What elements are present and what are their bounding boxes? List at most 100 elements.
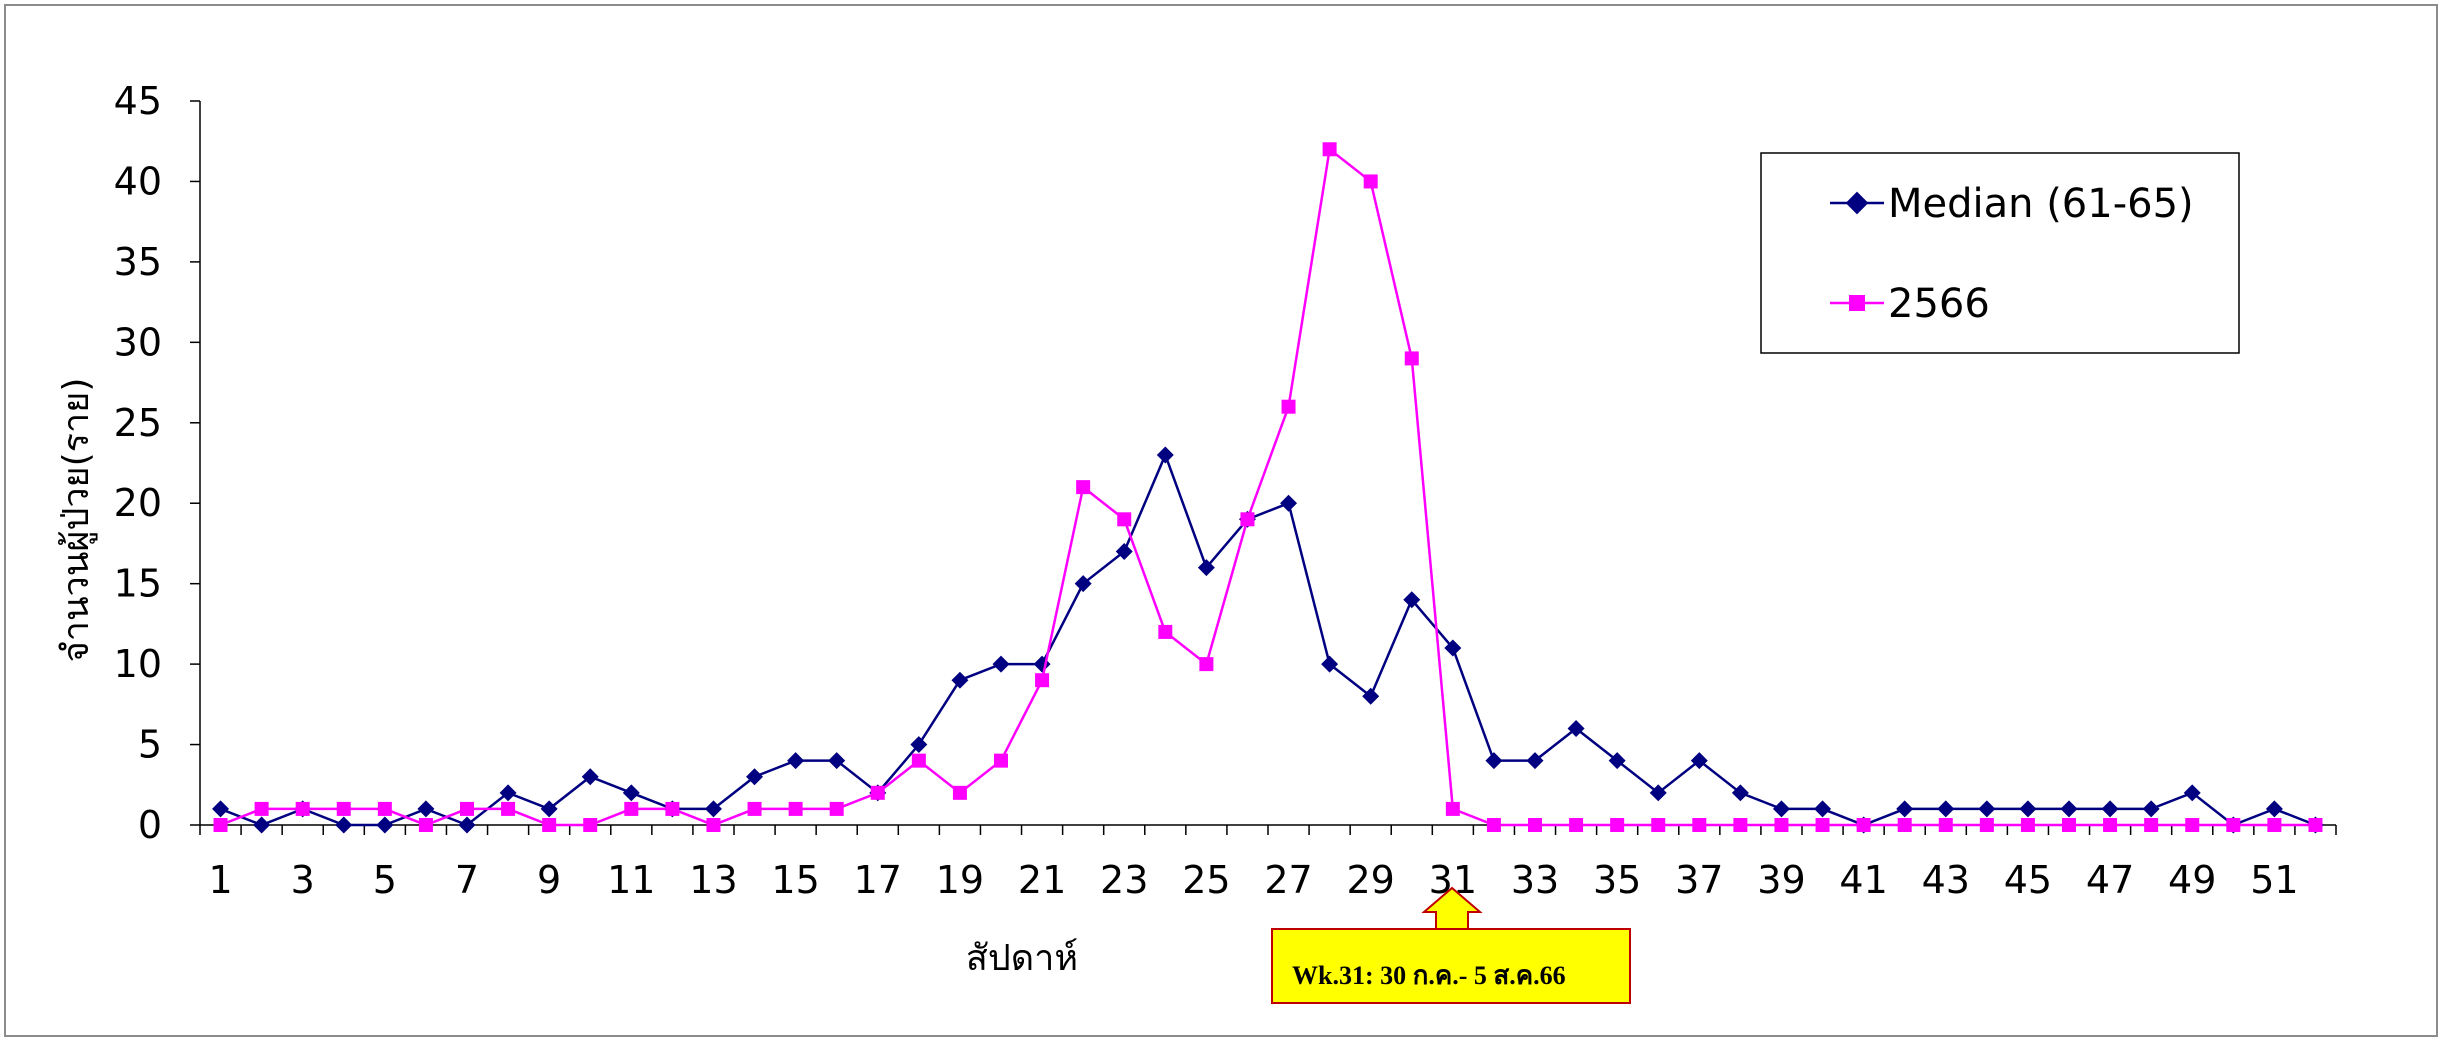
data-point-year-2566 (460, 801, 474, 816)
x-tick-label: 47 (2086, 858, 2134, 902)
x-tick-label: 11 (607, 858, 655, 902)
y-axis: 0 5 10 15 20 25 30 35 40 45 (114, 79, 201, 847)
x-tick-label: 35 (1593, 858, 1641, 902)
data-point-year-2566 (1651, 818, 1666, 832)
data-point-year-2566 (2308, 818, 2323, 832)
data-point-year-2566 (1733, 818, 1748, 832)
x-tick-label: 15 (771, 858, 819, 902)
x-axis-title: สัปดาห์ (966, 938, 1078, 979)
data-point-median (2019, 800, 2037, 818)
data-point-year-2566 (418, 818, 433, 832)
data-point-median (1321, 655, 1339, 673)
data-point-year-2566 (1610, 818, 1625, 832)
data-point-year-2566 (1979, 818, 1994, 832)
data-point-year-2566 (1938, 818, 1953, 832)
legend-marker-2566 (1849, 295, 1865, 311)
data-point-median (1896, 800, 1914, 818)
data-point-year-2566 (1815, 818, 1830, 832)
data-point-year-2566 (213, 818, 228, 832)
data-point-median (828, 752, 846, 770)
y-tick-label: 5 (138, 723, 162, 767)
data-point-year-2566 (2185, 818, 2200, 832)
data-point-median (1690, 752, 1708, 770)
data-point-median (1403, 591, 1421, 609)
x-tick-label: 41 (1839, 858, 1887, 902)
data-point-year-2566 (1076, 480, 1091, 495)
x-tick-label: 49 (2168, 858, 2216, 902)
data-point-median (951, 671, 969, 689)
x-tick-label: 27 (1264, 858, 1312, 902)
y-tick-label: 30 (114, 320, 162, 364)
data-point-year-2566 (1035, 673, 1050, 688)
data-point-median (1526, 752, 1544, 770)
data-point-median (581, 768, 599, 786)
x-tick-label: 1 (208, 858, 232, 902)
data-point-median (1362, 687, 1380, 705)
data-point-median (2060, 800, 2078, 818)
data-point-year-2566 (1199, 657, 1214, 672)
data-point-median (1814, 800, 1832, 818)
y-tick-label: 20 (114, 481, 162, 525)
data-point-year-2566 (1692, 818, 1707, 832)
data-point-median (212, 800, 230, 818)
data-point-year-2566 (911, 753, 926, 768)
data-point-median (1115, 543, 1133, 560)
data-point-year-2566 (1569, 818, 1584, 832)
data-point-median (253, 816, 271, 834)
data-point-year-2566 (747, 801, 762, 816)
x-tick-label: 17 (854, 858, 902, 902)
data-point-median (1608, 752, 1626, 770)
data-point-median (1444, 639, 1462, 657)
data-point-year-2566 (1404, 351, 1419, 366)
data-point-year-2566 (501, 801, 516, 816)
data-point-median (622, 784, 640, 802)
y-tick-label: 40 (114, 159, 162, 203)
data-point-year-2566 (1240, 512, 1255, 527)
data-point-median (1937, 800, 1955, 818)
callout-box (1271, 928, 1631, 1004)
x-tick-label: 21 (1018, 858, 1066, 902)
y-tick-label: 35 (114, 240, 162, 284)
data-point-year-2566 (1445, 801, 1460, 816)
data-point-median (1567, 719, 1585, 737)
data-point-median (1731, 784, 1749, 802)
series-line-year-2566 (220, 146, 2316, 827)
data-point-median (1074, 575, 1092, 593)
data-point-year-2566 (1322, 142, 1337, 157)
data-point-year-2566 (2226, 818, 2241, 832)
data-point-median (746, 768, 764, 786)
data-point-year-2566 (336, 801, 351, 816)
data-point-year-2566 (1158, 624, 1173, 639)
data-point-median (787, 752, 805, 770)
data-point-year-2566 (254, 801, 269, 816)
data-point-median (2183, 784, 2201, 802)
data-point-year-2566 (1774, 818, 1789, 832)
data-point-median (540, 800, 558, 818)
data-point-year-2566 (1117, 512, 1132, 527)
data-point-year-2566 (2267, 818, 2282, 832)
series-median (212, 446, 2324, 834)
y-tick-label: 45 (114, 79, 162, 123)
data-point-year-2566 (1486, 818, 1501, 832)
x-tick-label: 29 (1347, 858, 1395, 902)
data-point-year-2566 (295, 801, 310, 816)
data-point-year-2566 (994, 753, 1008, 768)
data-point-median (2142, 800, 2160, 818)
data-point-year-2566 (2062, 818, 2076, 832)
data-point-year-2566 (2103, 818, 2118, 832)
y-axis-title: จำนวนผู้ป่วย(ราย) (56, 378, 98, 663)
y-tick-label: 15 (114, 562, 162, 606)
y-tick-label: 0 (138, 803, 162, 847)
data-point-median (1280, 494, 1298, 512)
x-tick-label: 19 (936, 858, 984, 902)
x-tick-label: 43 (1922, 858, 1970, 902)
data-point-year-2566 (2144, 818, 2159, 832)
data-point-year-2566 (706, 818, 721, 832)
y-tick-label: 10 (114, 642, 162, 686)
data-point-median (1772, 800, 1790, 818)
data-point-median (2265, 800, 2283, 818)
data-point-median (910, 736, 928, 754)
data-point-year-2566 (1897, 818, 1912, 832)
x-tick-label: 23 (1100, 858, 1148, 902)
